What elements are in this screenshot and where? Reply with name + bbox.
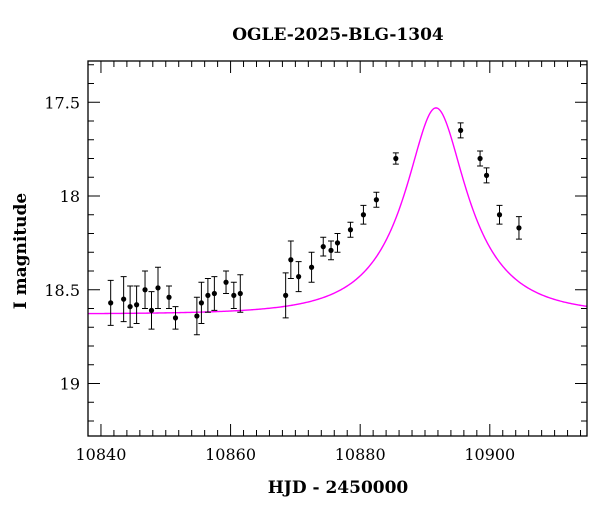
point-marker bbox=[231, 292, 237, 298]
y-tick-label: 18.5 bbox=[44, 281, 80, 300]
point-marker bbox=[134, 302, 140, 308]
data-point bbox=[282, 272, 289, 319]
axis-ticks: 10840 10860 10880 10900 17.5 18 18.5 19 bbox=[44, 61, 587, 464]
model-curve bbox=[88, 107, 587, 315]
point-marker bbox=[477, 155, 483, 162]
point-marker bbox=[334, 240, 341, 246]
point-marker bbox=[288, 257, 294, 263]
data-point bbox=[154, 266, 161, 309]
point-marker bbox=[320, 244, 326, 250]
point-marker bbox=[142, 287, 148, 293]
data-point bbox=[320, 236, 327, 257]
y-tick-label: 18 bbox=[60, 187, 80, 206]
data-point bbox=[347, 221, 354, 238]
data-point bbox=[211, 276, 218, 311]
data-point bbox=[496, 204, 503, 225]
y-tick-label: 17.5 bbox=[44, 93, 80, 112]
point-marker bbox=[108, 300, 114, 306]
data-point bbox=[204, 278, 211, 313]
data-point bbox=[223, 270, 230, 294]
point-marker bbox=[516, 225, 522, 231]
data-point bbox=[373, 191, 380, 208]
y-tick-label: 19 bbox=[60, 375, 80, 394]
point-marker bbox=[223, 279, 229, 285]
point-marker bbox=[194, 313, 200, 319]
point-marker bbox=[347, 227, 354, 233]
data-point bbox=[287, 240, 294, 279]
data-point bbox=[198, 281, 205, 324]
data-point bbox=[172, 306, 179, 330]
x-tick-label: 10840 bbox=[76, 445, 127, 464]
data-point bbox=[148, 291, 155, 330]
data-point bbox=[107, 279, 114, 326]
x-axis-label: HJD - 2450000 bbox=[268, 478, 409, 498]
point-marker bbox=[121, 296, 127, 302]
plot-frame bbox=[87, 60, 588, 437]
y-axis-label: I magnitude bbox=[11, 193, 31, 310]
point-marker bbox=[205, 292, 211, 298]
data-point bbox=[166, 285, 173, 309]
point-marker bbox=[496, 212, 503, 218]
point-marker bbox=[172, 315, 179, 321]
point-marker bbox=[198, 300, 205, 306]
point-marker bbox=[328, 247, 334, 253]
point-marker bbox=[483, 172, 490, 178]
point-marker bbox=[296, 274, 302, 280]
point-marker bbox=[148, 307, 155, 313]
point-marker bbox=[283, 292, 289, 298]
data-point bbox=[127, 285, 134, 328]
data-point bbox=[237, 274, 244, 313]
point-marker bbox=[166, 294, 172, 300]
x-tick-label: 10900 bbox=[464, 445, 515, 464]
point-marker bbox=[373, 197, 379, 203]
data-point bbox=[230, 281, 237, 309]
data-point bbox=[142, 270, 149, 309]
data-point bbox=[308, 251, 315, 283]
x-tick-label: 10860 bbox=[205, 445, 256, 464]
point-marker bbox=[211, 290, 217, 297]
data-point bbox=[133, 285, 140, 324]
data-point bbox=[477, 150, 484, 167]
data-point bbox=[483, 167, 490, 184]
point-marker bbox=[308, 264, 315, 270]
data-point bbox=[360, 204, 367, 225]
data-point bbox=[328, 240, 335, 261]
chart-title: OGLE-2025-BLG-1304 bbox=[232, 25, 444, 45]
data-point bbox=[295, 261, 302, 293]
point-marker bbox=[393, 155, 399, 162]
point-marker bbox=[237, 290, 243, 297]
point-marker bbox=[458, 127, 464, 133]
point-marker bbox=[127, 304, 133, 310]
x-tick-label: 10880 bbox=[335, 445, 386, 464]
data-point bbox=[392, 152, 399, 165]
data-point bbox=[334, 233, 341, 253]
point-marker bbox=[155, 285, 161, 291]
data-point bbox=[515, 216, 522, 240]
data-point bbox=[457, 122, 464, 139]
point-marker bbox=[360, 212, 367, 218]
data-point bbox=[120, 276, 127, 323]
data-point bbox=[193, 296, 200, 336]
plot-area bbox=[88, 107, 587, 336]
